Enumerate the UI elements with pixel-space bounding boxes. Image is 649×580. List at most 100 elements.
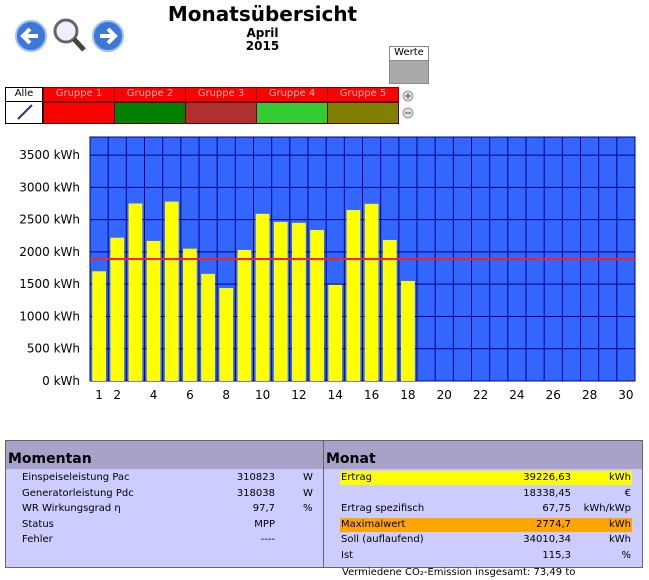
values-button-label: Werte	[390, 47, 428, 61]
row-highlight	[340, 471, 632, 485]
bar	[401, 280, 415, 381]
bar	[128, 203, 143, 381]
row-value: 318038	[236, 487, 275, 499]
x-tick-label: 30	[618, 388, 633, 402]
y-tick-label: 1000 kWh	[19, 309, 80, 323]
row-label: Generatorleistung Pdc	[22, 487, 134, 499]
group-color	[256, 102, 328, 124]
row-label: Einspeiseleistung Pac	[22, 472, 130, 483]
row-label: Ertrag spezifisch	[341, 503, 425, 514]
bar	[237, 249, 252, 381]
row-unit: W	[303, 472, 313, 483]
row-unit: kWh/kWp	[583, 503, 631, 514]
bar	[292, 222, 306, 381]
bar	[364, 203, 379, 381]
chart: 0 kWh 500 kWh 1000 kWh 1500 kWh 2000 kWh 2500…	[19, 136, 636, 402]
momentan-title: Momentan	[8, 451, 92, 467]
y-tick-label: 3000 kWh	[19, 180, 80, 194]
zoom-icons	[402, 90, 414, 119]
y-tick-label: 3500 kWh	[19, 148, 80, 162]
divider	[323, 441, 324, 567]
minus-button[interactable]	[402, 107, 414, 119]
bar	[110, 237, 125, 381]
page-title: Monatsübersicht	[167, 2, 358, 26]
bar	[219, 288, 234, 381]
group-color	[43, 102, 115, 124]
group-color	[185, 102, 257, 124]
row-highlight	[340, 517, 632, 532]
group-header[interactable]: Gruppe 1	[43, 87, 115, 102]
month: April	[246, 26, 279, 40]
bar	[146, 240, 161, 381]
values-button[interactable]: Werte	[389, 46, 429, 84]
row-label: WR Wirkungsgrad η	[22, 503, 121, 514]
row-unit: €	[624, 487, 631, 499]
plus-button[interactable]	[402, 90, 414, 102]
x-tick-label: 22	[473, 388, 488, 402]
bar	[201, 273, 215, 381]
back-button[interactable]	[15, 20, 47, 52]
monat-title: Monat	[326, 451, 376, 467]
pen-icon	[17, 104, 33, 120]
all-button[interactable]: Alle	[5, 87, 43, 124]
row-label: Ertrag	[341, 472, 372, 483]
row-value: 97,7	[252, 503, 275, 514]
row-unit: %	[303, 503, 313, 514]
bar	[382, 239, 397, 381]
y-tick-label: 500 kWh	[27, 342, 80, 356]
group-header[interactable]: Gruppe 4	[256, 87, 328, 102]
y-tick-label: 0 kWh	[42, 374, 80, 388]
group-header[interactable]: Gruppe 2	[114, 87, 186, 102]
x-tick-label: 6	[186, 388, 194, 402]
bar	[328, 284, 343, 381]
bar	[92, 271, 106, 381]
row-value: 2774,7	[536, 518, 571, 530]
group-color	[327, 102, 399, 124]
x-tick-label: 12	[291, 388, 306, 402]
x-tick-label: 14	[328, 388, 343, 402]
x-tick-label: 1	[95, 388, 103, 402]
x-tick-label: 20	[437, 388, 452, 402]
x-tick-label: 24	[509, 388, 524, 402]
y-tick-label: 2000 kWh	[19, 245, 80, 259]
row-value: 310823	[236, 472, 275, 483]
row-unit: kWh	[608, 472, 631, 483]
info-box: Momentan Monat	[5, 440, 643, 568]
row-value: 67,75	[542, 503, 571, 514]
group-header[interactable]: Gruppe 5	[327, 87, 399, 102]
nav-icons	[15, 18, 124, 52]
bar	[346, 209, 361, 381]
row-value: 34010,34	[523, 534, 571, 545]
year: 2015	[245, 39, 280, 53]
x-tick-label: 16	[364, 388, 379, 402]
search-button[interactable]	[53, 18, 86, 52]
row-value: 39226,63	[523, 472, 571, 483]
footer: Vermiedene CO₂-Emission insgesamt: 73,49…	[342, 567, 576, 578]
group-color	[114, 102, 186, 124]
row-label: Soll (auflaufend)	[341, 534, 424, 545]
all-label: Alle	[6, 88, 42, 102]
row-unit: W	[303, 487, 313, 499]
bar	[255, 213, 270, 381]
row-unit: %	[621, 549, 631, 561]
row-value: 115,3	[542, 549, 571, 561]
row-label: Ist	[341, 549, 354, 561]
x-tick-label: 28	[582, 388, 597, 402]
row-unit: kWh	[608, 534, 631, 545]
info-header	[6, 441, 642, 469]
x-tick-label: 10	[255, 388, 270, 402]
y-tick-label: 1500 kWh	[19, 277, 80, 291]
bar	[183, 248, 197, 381]
row-unit: kWh	[608, 518, 631, 530]
x-tick-label: 8	[222, 388, 230, 402]
row-label: Status	[22, 518, 54, 530]
x-tick-label: 2	[113, 388, 121, 402]
forward-button[interactable]	[92, 20, 124, 52]
y-tick-label: 2500 kWh	[19, 213, 80, 227]
x-tick-label: 4	[150, 388, 158, 402]
row-value: 18338,45	[523, 487, 571, 499]
row-value: MPP	[254, 518, 275, 530]
row-label: Maximalwert	[341, 518, 406, 530]
group-header[interactable]: Gruppe 3	[185, 87, 257, 102]
